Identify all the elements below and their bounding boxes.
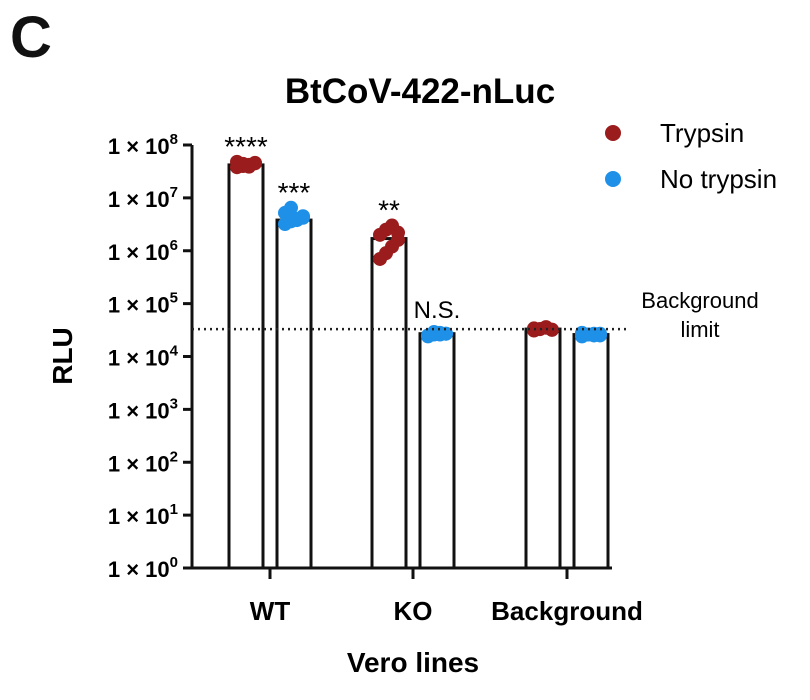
data-point	[248, 155, 262, 170]
x-tick-label: Background	[491, 596, 643, 626]
bar-no-trypsin	[418, 332, 456, 570]
background-limit-label: limit	[680, 317, 719, 342]
y-tick-label: 1 × 104	[108, 343, 179, 371]
y-tick-label: 1 × 103	[108, 395, 178, 423]
data-point	[391, 225, 405, 240]
bar-no-trypsin	[275, 218, 313, 570]
y-tick-label: 1 × 102	[108, 448, 178, 476]
y-tick-label: 1 × 106	[108, 237, 178, 265]
data-point	[593, 326, 607, 341]
y-tick-label: 1 × 100	[108, 554, 178, 582]
legend-label: Trypsin	[660, 118, 744, 148]
y-axis-title: RLU	[47, 327, 78, 385]
y-tick-label: 1 × 105	[108, 290, 178, 318]
data-point	[439, 326, 453, 341]
significance-label: N.S.	[414, 297, 461, 324]
legend-marker	[605, 125, 621, 141]
x-axis-title: Vero lines	[347, 647, 479, 678]
legend-marker	[605, 171, 621, 187]
y-tick-label: 1 × 108	[108, 131, 178, 159]
chart-title: BtCoV-422-nLuc	[285, 72, 555, 111]
background-limit-label: Background	[641, 288, 758, 313]
data-point	[296, 210, 310, 225]
significance-label: **	[378, 195, 400, 226]
x-tick-label: KO	[394, 596, 433, 626]
bar-trypsin	[524, 327, 562, 570]
y-tick-label: 1 × 101	[108, 501, 178, 529]
data-point	[284, 200, 298, 215]
x-tick-label: WT	[250, 596, 291, 626]
bar-trypsin	[227, 163, 265, 570]
y-tick-label: 1 × 107	[108, 184, 178, 212]
bar-trypsin	[370, 237, 408, 570]
panel-letter: C	[10, 5, 52, 70]
bar-no-trypsin	[572, 333, 610, 570]
legend-label: No trypsin	[660, 164, 777, 194]
significance-label: ****	[224, 131, 268, 162]
significance-label: ***	[278, 177, 311, 208]
